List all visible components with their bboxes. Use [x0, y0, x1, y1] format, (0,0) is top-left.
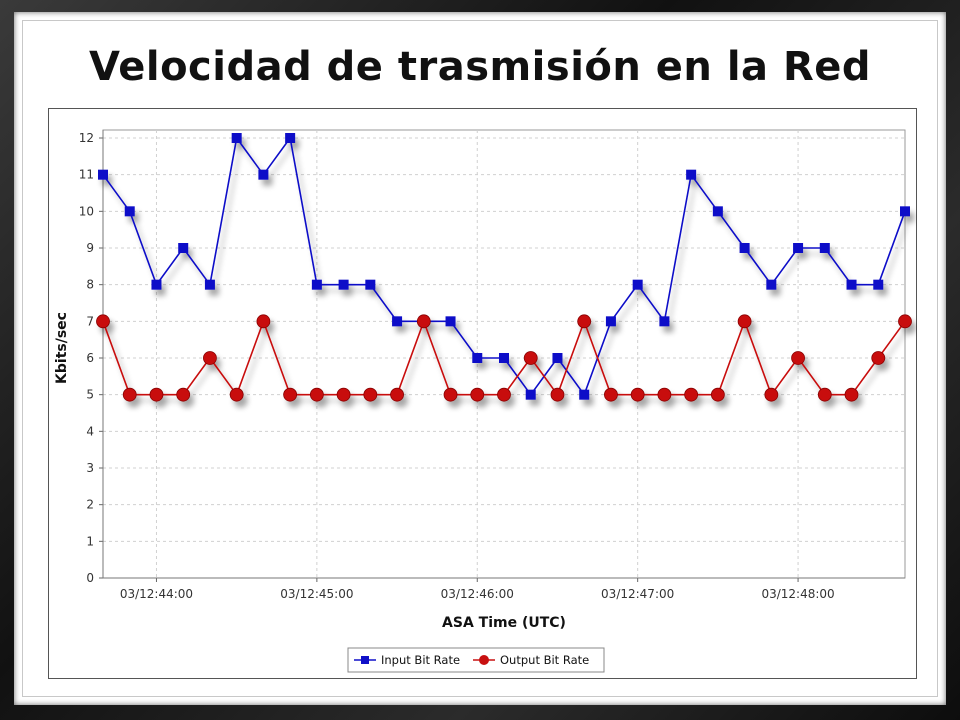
series-1	[98, 133, 910, 400]
legend-item: Input Bit Rate	[354, 653, 460, 667]
y-tick-label: 2	[86, 498, 94, 512]
data-point	[363, 387, 378, 402]
data-point	[416, 314, 431, 329]
slide-inner-border	[22, 20, 938, 697]
x-tick-label: 03/12:47:00	[601, 587, 674, 601]
data-point	[472, 353, 483, 363]
data-point	[712, 206, 723, 217]
data-point	[550, 387, 565, 402]
y-tick-label: 10	[79, 204, 94, 218]
y-tick-label: 12	[79, 131, 94, 145]
data-point	[605, 316, 616, 327]
series-layer	[96, 133, 912, 402]
data-point	[737, 314, 752, 329]
data-point	[604, 387, 618, 402]
data-point	[256, 314, 271, 329]
data-point	[203, 351, 217, 365]
data-point	[204, 279, 215, 290]
data-point	[739, 243, 750, 253]
data-point	[766, 279, 777, 290]
data-point	[499, 353, 509, 363]
data-point	[470, 387, 485, 402]
data-point	[632, 279, 643, 290]
x-tick-label: 03/12:44:00	[120, 587, 193, 601]
data-point	[497, 387, 511, 402]
data-point	[793, 243, 804, 253]
data-point	[229, 387, 244, 402]
data-point	[392, 316, 403, 327]
data-point	[336, 387, 351, 402]
data-point	[873, 279, 884, 290]
data-point	[552, 353, 563, 363]
data-point	[311, 279, 322, 290]
legend-swatch-marker	[361, 656, 369, 664]
data-point	[764, 387, 779, 402]
data-point	[577, 314, 592, 329]
data-point	[122, 387, 137, 402]
data-point	[791, 351, 805, 365]
data-point	[176, 387, 191, 402]
data-point	[657, 387, 672, 402]
data-point	[523, 351, 538, 365]
slide-title: Velocidad de trasmisión en la Red	[88, 44, 872, 90]
y-tick-label: 9	[86, 241, 94, 255]
y-tick-label: 4	[86, 424, 94, 438]
data-point	[285, 133, 296, 143]
legend-label: Input Bit Rate	[381, 653, 460, 667]
data-point	[258, 169, 269, 180]
data-point	[283, 387, 298, 402]
legend-item: Output Bit Rate	[473, 653, 589, 667]
data-point	[710, 387, 725, 402]
y-tick-label: 0	[86, 571, 94, 585]
y-tick-label: 3	[86, 461, 94, 475]
data-point	[579, 389, 590, 400]
data-point	[846, 279, 857, 290]
x-axis-title: ASA Time (UTC)	[442, 615, 566, 631]
x-tick-labels: 03/12:44:00 03/12:45:00 03/12:46:00 03/12:4…	[120, 587, 835, 601]
y-tick-label: 1	[86, 534, 94, 548]
data-point	[525, 389, 536, 400]
data-point	[124, 206, 135, 217]
y-tick-label: 6	[86, 351, 94, 365]
chart-legend: Input Bit Rate Output Bit Rate	[347, 647, 605, 673]
data-point	[844, 387, 859, 402]
data-point	[231, 133, 242, 143]
data-point	[338, 279, 349, 290]
legend-swatch-marker	[479, 655, 489, 665]
data-point	[898, 314, 912, 329]
data-point	[445, 316, 456, 327]
data-point	[149, 387, 164, 402]
data-point	[871, 351, 886, 365]
data-point	[819, 243, 830, 253]
y-tick-label: 8	[86, 278, 94, 292]
data-point	[365, 279, 376, 290]
x-tick-label: 03/12:46:00	[441, 587, 514, 601]
data-point	[659, 316, 670, 327]
data-point	[98, 169, 108, 180]
data-point	[900, 206, 910, 217]
data-point	[684, 387, 699, 402]
series-2	[96, 314, 912, 402]
y-tick-label: 11	[79, 168, 94, 182]
x-tick-label: 03/12:48:00	[761, 587, 834, 601]
y-tick-label: 5	[86, 388, 94, 402]
y-axis-title: Kbits/sec	[54, 312, 70, 384]
data-point	[390, 387, 404, 402]
data-point	[96, 314, 110, 329]
data-point	[443, 387, 458, 402]
y-tick-label: 7	[86, 314, 94, 328]
data-point	[630, 387, 645, 402]
data-point	[686, 169, 697, 180]
data-point	[817, 387, 832, 402]
x-tick-label: 03/12:45:00	[280, 587, 353, 601]
data-point	[309, 387, 324, 402]
axes	[99, 130, 905, 582]
legend-label: Output Bit Rate	[500, 653, 589, 667]
data-point	[178, 243, 189, 253]
data-point	[151, 279, 162, 290]
